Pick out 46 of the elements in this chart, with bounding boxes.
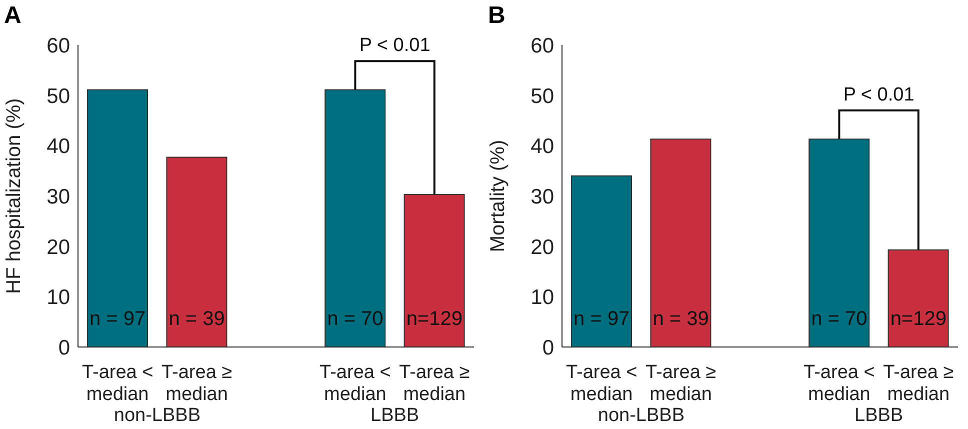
bar	[404, 194, 465, 347]
y-axis-title: Mortality (%)	[487, 140, 509, 252]
x-tick-label: T-area ≥ median	[645, 362, 716, 405]
annotation: P < 0.01	[359, 35, 430, 56]
y-tick-label: 30	[46, 185, 70, 208]
text: LBBB	[370, 405, 420, 426]
x-tick-label: T-area < median	[320, 362, 391, 405]
annotation: P < 0.01	[843, 84, 914, 106]
x-tick-label: T-area ≥ median	[399, 362, 470, 405]
bar	[808, 138, 870, 347]
annotation: n=129	[406, 308, 462, 330]
bar	[166, 156, 228, 347]
y-tick-label: 50	[46, 84, 70, 108]
y-tick-label: 10	[46, 286, 70, 310]
y-tick-label: 0	[58, 336, 70, 360]
y-tick-label: 40	[46, 135, 70, 158]
x-tick-label: T-area ≥ median	[883, 362, 954, 405]
y-tick-label: 20	[46, 236, 70, 259]
y-tick-label: 50	[530, 84, 554, 108]
bar	[888, 249, 949, 347]
x-tick-label: T-area < median	[804, 362, 875, 405]
text: non-LBBB	[114, 405, 201, 426]
annotation: n = 97	[90, 308, 146, 330]
text: non-LBBB	[598, 405, 685, 426]
y-tick-label: 0	[542, 336, 554, 360]
chart-title: B	[488, 2, 506, 30]
annotation: n = 39	[652, 308, 709, 330]
annotation: n = 39	[168, 308, 225, 330]
x-tick-label: T-area ≥ median	[161, 362, 232, 405]
y-axis-title: HF hospitalization (%)	[3, 98, 25, 294]
bar	[87, 89, 148, 347]
y-tick-label: 10	[530, 286, 554, 310]
text: LBBB	[854, 405, 904, 426]
annotation: n = 70	[811, 308, 868, 330]
annotation: n = 70	[327, 308, 384, 330]
bar	[571, 175, 632, 347]
bar	[324, 89, 386, 347]
annotation: n = 97	[574, 308, 630, 330]
y-tick-label: 40	[530, 135, 554, 158]
annotation: n=129	[890, 308, 946, 330]
chart-title: A	[4, 2, 22, 30]
y-tick-label: 20	[530, 236, 554, 259]
y-tick-label: 60	[530, 34, 554, 58]
y-tick-label: 30	[530, 185, 554, 208]
y-tick-label: 60	[46, 34, 70, 58]
bar	[650, 138, 712, 347]
